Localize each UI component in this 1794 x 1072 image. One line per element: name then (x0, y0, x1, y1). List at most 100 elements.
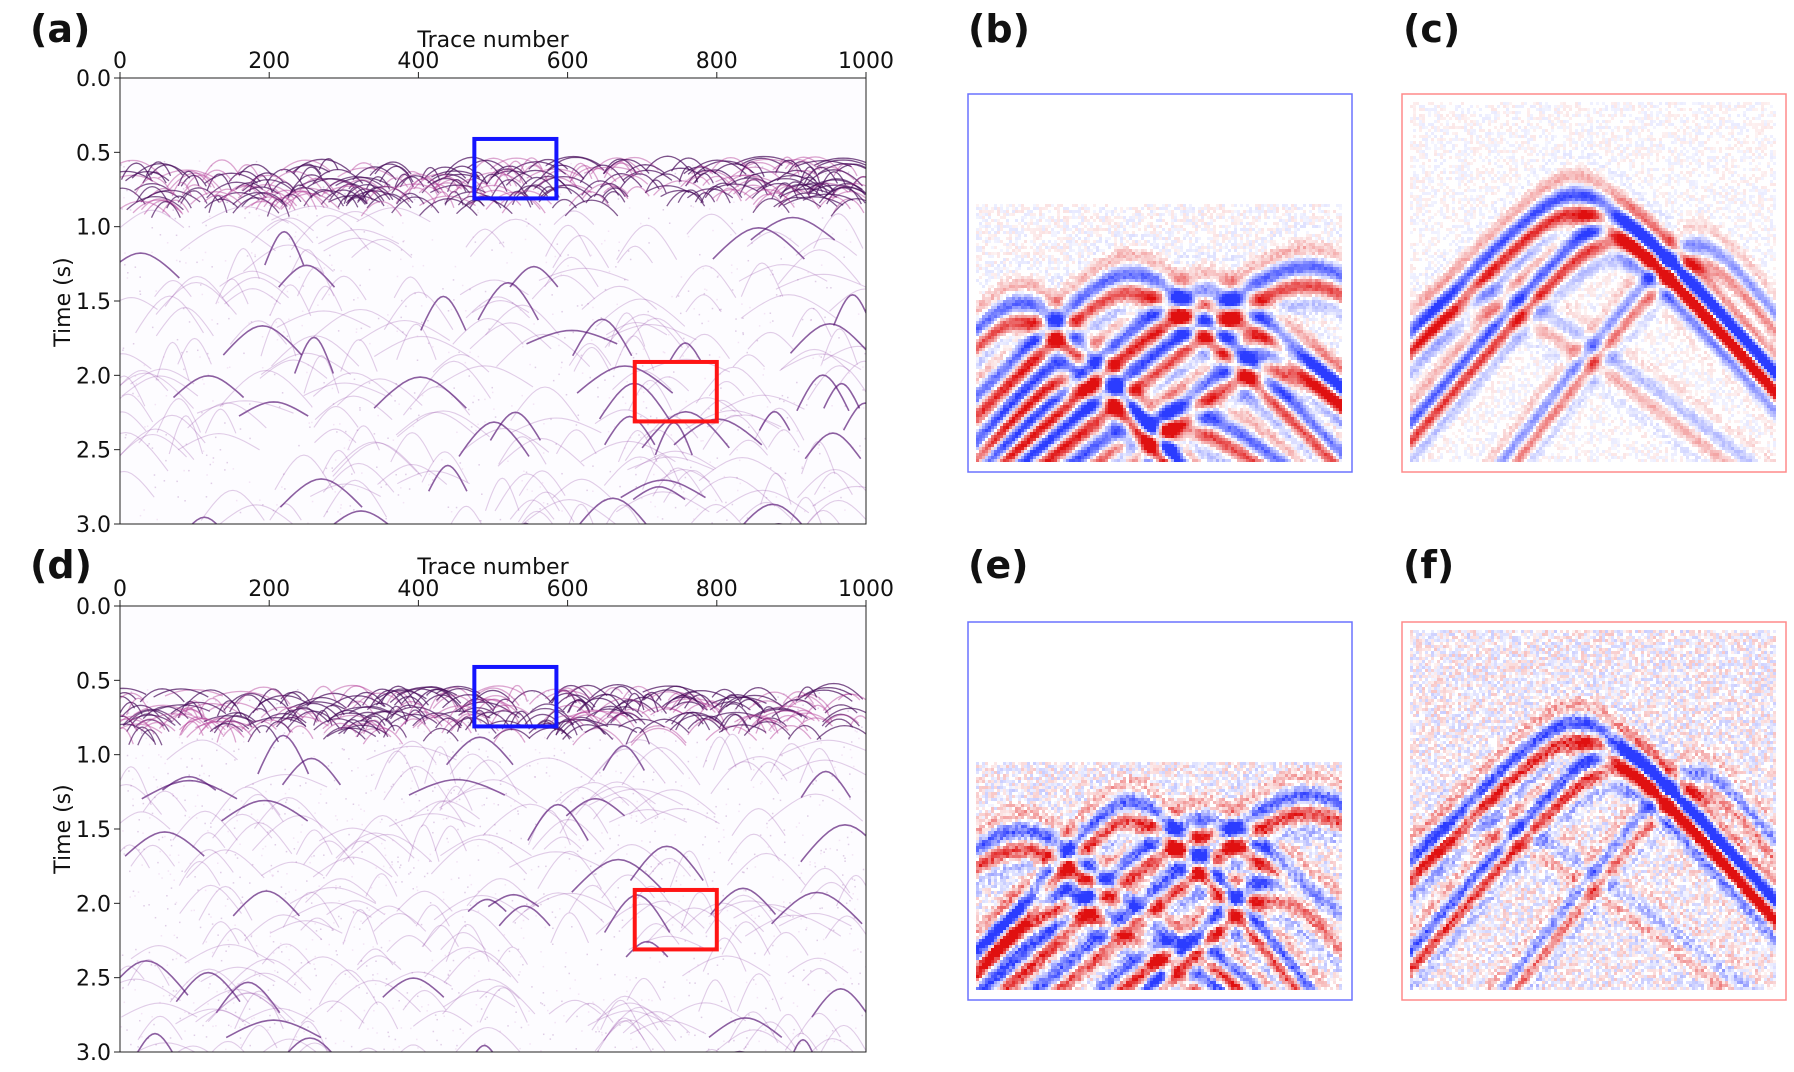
heatmap-cell (1030, 264, 1033, 267)
diffraction-event (238, 401, 309, 417)
noise-speck (713, 816, 716, 818)
noise-speck (250, 813, 253, 816)
heatmap-cell (1300, 252, 1303, 255)
reflection-event (568, 190, 610, 207)
noise-speck (219, 449, 222, 451)
noise-speck (702, 843, 704, 846)
noise-speck (292, 837, 295, 839)
heatmap-cell (1294, 222, 1297, 225)
noise-speck (648, 242, 650, 244)
noise-speck (343, 447, 346, 449)
noise-speck (592, 1001, 594, 1004)
noise-speck (692, 518, 695, 520)
heatmap-cell (1276, 261, 1279, 264)
heatmap-cell (1234, 219, 1237, 222)
diffraction-event (204, 408, 237, 434)
noise-speck (628, 207, 631, 209)
noise-speck (283, 732, 286, 734)
noise-speck (402, 331, 404, 333)
noise-speck (233, 750, 235, 752)
noise-speck (738, 803, 741, 806)
noise-speck (522, 937, 525, 939)
noise-speck (398, 999, 400, 1002)
noise-speck (209, 215, 211, 218)
reflection-event (694, 192, 716, 203)
heatmap-cell (1255, 246, 1258, 249)
reflection-event (396, 192, 425, 205)
noise-speck (831, 233, 834, 235)
panel-label-d: (d) (30, 543, 92, 587)
diffraction-event (477, 281, 540, 321)
heatmap-cell (1336, 264, 1339, 267)
heatmap-cell (1114, 258, 1117, 261)
heatmap-cell (1237, 243, 1240, 246)
heatmap-cell (1162, 243, 1165, 246)
noise-speck (814, 504, 816, 506)
noise-speck (288, 318, 290, 321)
heatmap-cell (1324, 249, 1327, 252)
noise-speck (668, 333, 670, 336)
heatmap-cell (1177, 231, 1180, 234)
heatmap-cell (1273, 258, 1276, 261)
noise-speck (857, 983, 860, 985)
heatmap-cell (1288, 216, 1291, 219)
noise-speck (202, 699, 204, 702)
heatmap-cell (1021, 252, 1024, 255)
noise-speck (851, 982, 853, 985)
reflection-event (255, 191, 296, 211)
heatmap-cell (979, 222, 982, 225)
heatmap-cell (1219, 207, 1222, 210)
heatmap-cell (1180, 225, 1183, 228)
noise-speck (172, 209, 174, 211)
heatmap-cell (1198, 210, 1201, 213)
reflection-event (180, 190, 208, 204)
noise-speck (514, 1021, 516, 1023)
heatmap-cell (1108, 216, 1111, 219)
heatmap-cell (1336, 213, 1339, 216)
noise-speck (121, 208, 123, 210)
heatmap-cell (976, 204, 979, 207)
heatmap-cell (1042, 225, 1045, 228)
heatmap-cell (1255, 237, 1258, 240)
noise-speck (398, 403, 400, 405)
noise-speck (851, 878, 854, 880)
noise-speck (792, 975, 795, 977)
heatmap-cell (1306, 222, 1309, 225)
diffraction-event (465, 296, 530, 319)
heatmap-cell (1213, 207, 1216, 210)
noise-speck (375, 960, 377, 962)
reflection-event (151, 187, 177, 196)
diffraction-event (771, 522, 786, 524)
heatmap-cell (1252, 222, 1255, 225)
heatmap-cell (1333, 222, 1336, 225)
noise-speck (429, 853, 432, 856)
noise-speck (828, 490, 831, 493)
heatmap-cell (1021, 219, 1024, 222)
noise-speck (444, 954, 447, 957)
noise-speck (474, 241, 477, 243)
noise-speck (410, 407, 412, 410)
noise-speck (717, 275, 720, 277)
noise-speck (370, 774, 373, 776)
noise-speck (485, 995, 487, 998)
noise-speck (336, 788, 338, 790)
noise-speck (809, 164, 812, 166)
heatmap-cell (1255, 255, 1258, 258)
diffraction-event (138, 414, 206, 444)
noise-speck (314, 922, 316, 925)
noise-speck (460, 171, 463, 174)
heatmap-cell (1252, 228, 1255, 231)
noise-speck (527, 223, 530, 225)
noise-speck (775, 294, 778, 296)
heatmap-cell (979, 249, 982, 252)
heatmap-cell (1222, 225, 1225, 228)
heatmap-cell (1270, 252, 1273, 255)
heatmap-cell (1282, 213, 1285, 216)
noise-speck (311, 939, 314, 941)
noise-speck (311, 421, 313, 424)
noise-speck (625, 976, 628, 978)
noise-speck (366, 209, 368, 212)
heatmap-cell (1054, 240, 1057, 243)
noise-speck (246, 255, 249, 257)
heatmap-cell (1063, 210, 1066, 213)
